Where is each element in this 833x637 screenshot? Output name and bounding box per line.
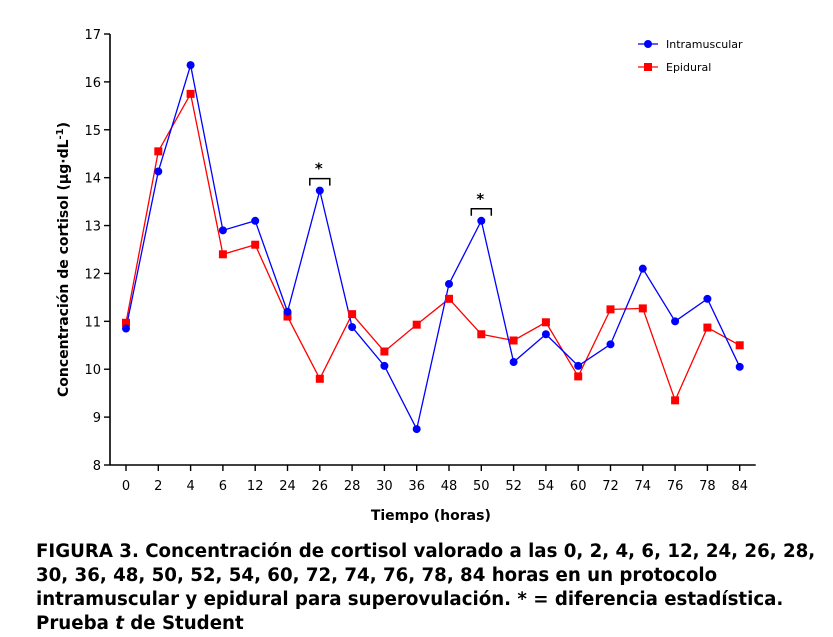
data-point-intramuscular <box>348 323 357 332</box>
data-point-intramuscular <box>509 358 518 367</box>
significance-star: * <box>476 190 484 208</box>
x-tick-label: 50 <box>473 479 490 494</box>
data-point-epidural <box>122 318 130 327</box>
data-point-intramuscular <box>283 307 292 316</box>
data-point-epidural <box>283 312 292 321</box>
x-tick-label: 60 <box>570 479 587 494</box>
x-tick-label: 52 <box>505 479 522 494</box>
x-tick-label: 0 <box>122 479 130 494</box>
y-axis-title-superscript: -1 <box>55 128 66 139</box>
data-point-intramuscular <box>541 330 550 339</box>
data-point-epidural <box>638 304 647 313</box>
legend-label-intramuscular: Intramuscular <box>666 38 743 51</box>
data-point-epidural <box>154 147 163 156</box>
data-point-epidural <box>218 250 227 259</box>
data-point-epidural <box>445 294 453 303</box>
data-point-epidural <box>251 240 260 249</box>
x-tick-label: 78 <box>699 479 716 494</box>
x-tick-label: 24 <box>279 479 296 494</box>
data-point-epidural <box>348 310 357 319</box>
data-point-intramuscular <box>186 61 195 70</box>
y-axis-title: Concentración de cortisol (µg·dL-1) <box>55 122 73 397</box>
x-tick-label: 12 <box>247 479 264 494</box>
x-tick-label: 54 <box>538 479 555 494</box>
y-tick-label: 13 <box>84 220 101 235</box>
y-tick-label: 16 <box>84 76 101 91</box>
x-tick-label: 30 <box>376 479 393 494</box>
y-axis-title-close: ) <box>56 122 72 128</box>
significance-star: * <box>315 160 323 178</box>
data-point-epidural <box>735 341 744 350</box>
data-point-intramuscular <box>445 279 453 288</box>
x-tick-label: 6 <box>219 479 227 494</box>
data-point-intramuscular <box>574 361 583 370</box>
y-tick-label: 10 <box>84 363 101 378</box>
y-tick-label: 11 <box>84 315 101 330</box>
data-point-epidural <box>509 336 518 345</box>
x-tick-label: 26 <box>312 479 329 494</box>
x-tick-label: 76 <box>667 479 684 494</box>
data-point-epidural <box>380 347 389 356</box>
x-tick-label: 74 <box>635 479 652 494</box>
data-point-epidural <box>671 396 680 405</box>
data-point-intramuscular <box>671 317 680 326</box>
caption-text-end: de Student <box>123 613 244 634</box>
caption-italic-t: t <box>115 613 124 634</box>
data-point-epidural <box>703 323 712 332</box>
x-tick-label: 28 <box>344 479 361 494</box>
legend-label-epidural: Epidural <box>666 61 711 74</box>
y-tick-label: 17 <box>84 28 101 43</box>
significance-bracket <box>470 208 493 216</box>
data-point-intramuscular <box>638 264 647 273</box>
legend-marker-epidural <box>644 63 652 71</box>
x-tick-label: 2 <box>154 479 162 494</box>
data-point-intramuscular <box>154 167 163 176</box>
caption-text: FIGURA 3. Concentración de cortisol valo… <box>36 541 816 634</box>
figure-caption: FIGURA 3. Concentración de cortisol valo… <box>36 540 826 636</box>
series-line-intramuscular <box>125 64 741 431</box>
y-tick-label: 14 <box>84 172 101 187</box>
y-tick-label: 9 <box>93 411 101 426</box>
y-tick-label: 12 <box>84 267 101 282</box>
data-point-epidural <box>412 320 421 329</box>
series-line-epidural <box>125 92 741 403</box>
data-point-intramuscular <box>315 186 324 195</box>
x-tick-label: 4 <box>186 479 194 494</box>
x-tick-label: 84 <box>731 479 748 494</box>
y-tick-label: 15 <box>84 124 101 139</box>
data-point-intramuscular <box>380 361 389 370</box>
data-point-epidural <box>477 330 486 339</box>
data-point-intramuscular <box>606 340 615 349</box>
data-point-intramuscular <box>412 425 421 434</box>
significance-bracket <box>309 177 331 186</box>
data-point-epidural <box>606 305 615 314</box>
data-point-intramuscular <box>735 362 744 371</box>
data-point-intramuscular <box>122 324 130 333</box>
data-point-epidural <box>541 318 550 327</box>
x-tick-label: 72 <box>602 479 619 494</box>
data-point-intramuscular <box>477 216 486 225</box>
data-point-epidural <box>574 372 583 381</box>
x-tick-label: 48 <box>441 479 458 494</box>
legend-marker-intramuscular <box>644 40 652 48</box>
x-tick-label: 36 <box>408 479 425 494</box>
data-point-intramuscular <box>218 226 227 235</box>
data-point-epidural <box>315 374 324 383</box>
x-axis-title: Tiempo (horas) <box>371 508 491 524</box>
y-tick-label: 8 <box>93 459 101 474</box>
data-point-epidural <box>186 89 195 98</box>
data-point-intramuscular <box>703 294 712 303</box>
data-point-intramuscular <box>251 216 260 225</box>
